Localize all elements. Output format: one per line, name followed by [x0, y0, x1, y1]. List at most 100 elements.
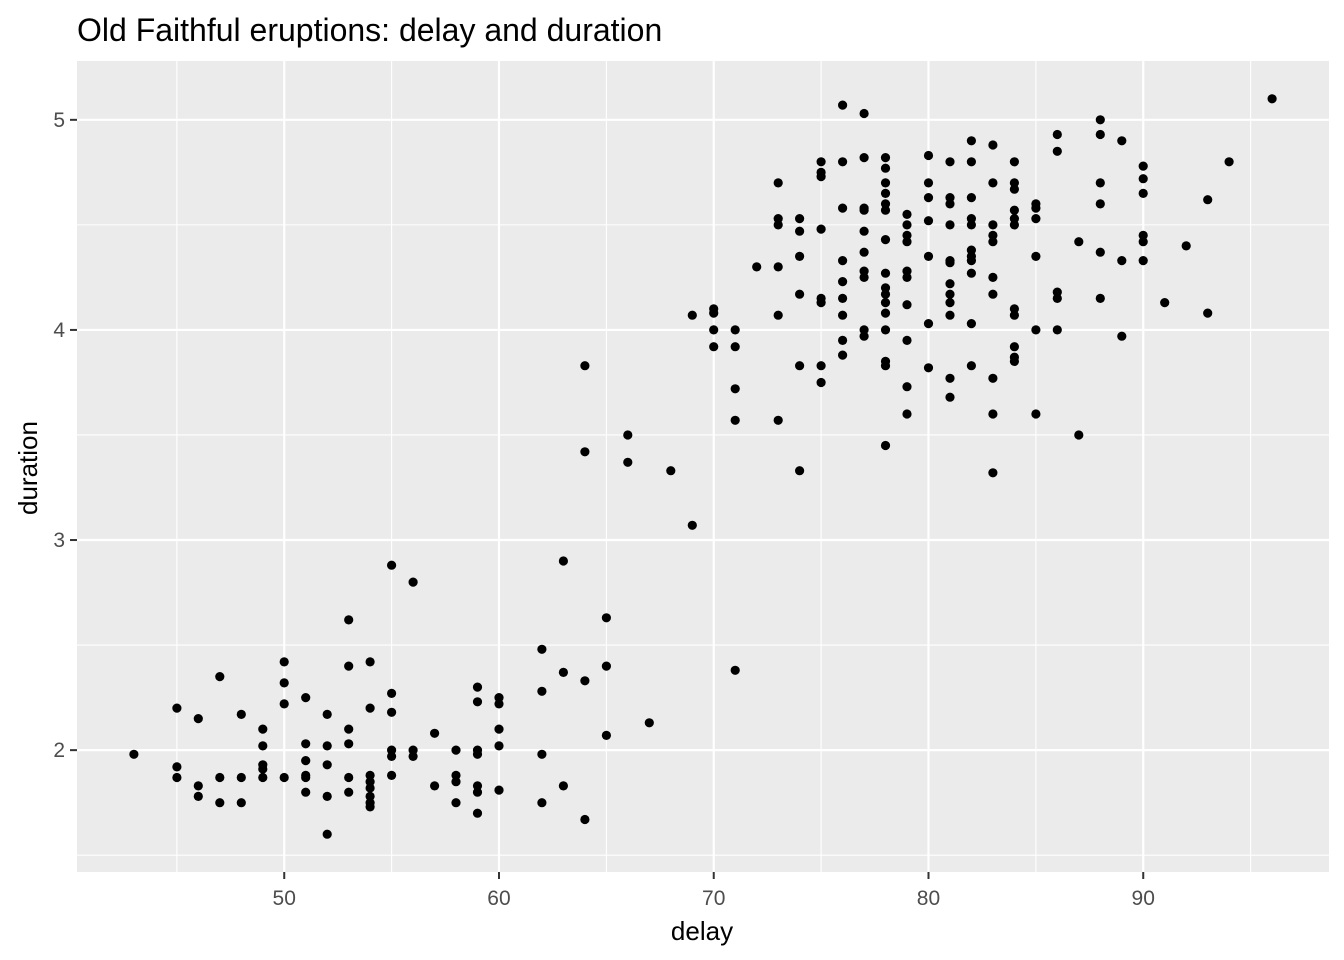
data-point — [1117, 256, 1127, 266]
data-point — [880, 153, 891, 163]
data-point — [945, 220, 955, 230]
data-point — [988, 289, 998, 299]
data-point — [472, 749, 483, 759]
x-tick-label: 60 — [487, 887, 510, 910]
data-point — [451, 770, 461, 781]
data-point — [816, 224, 826, 234]
data-point — [387, 688, 397, 699]
data-point — [923, 363, 934, 373]
data-point — [1138, 256, 1148, 266]
data-point — [902, 272, 912, 282]
data-point — [945, 193, 955, 203]
data-point — [387, 560, 397, 570]
data-point — [129, 749, 139, 759]
data-point — [880, 188, 891, 198]
data-point — [258, 764, 268, 774]
data-point — [580, 814, 590, 825]
data-point — [644, 718, 654, 728]
data-point — [279, 657, 289, 667]
data-point — [752, 262, 762, 272]
data-point — [322, 829, 332, 839]
data-point — [795, 214, 805, 224]
data-point — [687, 520, 697, 530]
data-point — [902, 335, 912, 345]
data-point — [902, 266, 912, 276]
data-point — [623, 457, 633, 467]
data-point — [838, 203, 848, 213]
data-point — [215, 772, 225, 783]
data-point — [709, 308, 719, 318]
data-point — [1052, 287, 1062, 297]
data-point — [666, 466, 676, 476]
data-point — [601, 661, 612, 671]
y-tick-label: 4 — [53, 319, 65, 342]
data-point — [1074, 237, 1084, 247]
x-tick-label: 80 — [917, 887, 940, 910]
data-point — [838, 335, 848, 345]
data-point — [472, 781, 483, 791]
x-tick-label: 90 — [1132, 887, 1155, 910]
data-point — [258, 741, 268, 751]
data-point — [923, 150, 934, 161]
data-point — [558, 556, 569, 566]
data-point — [365, 802, 375, 812]
data-point — [1074, 430, 1084, 440]
data-point — [880, 283, 891, 293]
data-point — [1203, 195, 1213, 205]
data-point — [838, 100, 848, 110]
data-point — [472, 787, 483, 797]
data-point — [1009, 157, 1020, 167]
data-point — [795, 251, 805, 261]
data-point — [172, 772, 182, 783]
data-point — [945, 157, 955, 167]
data-point — [773, 415, 783, 425]
chart-title: Old Faithful eruptions: delay and durati… — [77, 12, 662, 48]
data-point — [601, 730, 612, 741]
data-point — [1203, 308, 1213, 318]
data-point — [172, 703, 182, 713]
data-point — [1009, 205, 1020, 215]
data-point — [988, 178, 998, 188]
data-point — [795, 466, 805, 476]
data-point — [215, 798, 225, 808]
data-point — [1095, 247, 1105, 257]
data-point — [730, 415, 740, 425]
data-point — [859, 205, 869, 215]
data-point — [880, 163, 891, 173]
data-point — [730, 342, 740, 352]
data-point — [773, 178, 783, 188]
data-point — [1031, 214, 1041, 224]
data-point — [365, 791, 375, 802]
data-point — [301, 772, 311, 783]
data-point — [816, 377, 826, 388]
data-point — [580, 676, 590, 686]
minor-gridlines — [77, 61, 1329, 872]
data-point — [1031, 251, 1041, 261]
data-point — [558, 667, 569, 678]
data-point — [301, 787, 311, 797]
data-point — [451, 745, 461, 755]
data-point — [923, 178, 934, 188]
data-point — [387, 751, 397, 762]
data-point — [472, 682, 483, 692]
data-point — [859, 266, 869, 276]
data-point — [1052, 129, 1062, 140]
data-point — [258, 772, 268, 783]
data-point — [494, 724, 504, 734]
data-point — [966, 245, 977, 255]
data-point — [880, 325, 891, 335]
data-point — [966, 256, 977, 266]
data-point — [945, 392, 955, 402]
data-point — [1009, 310, 1020, 320]
data-point — [945, 258, 955, 268]
data-point — [430, 728, 440, 738]
data-point — [1138, 230, 1148, 240]
data-point — [988, 140, 998, 150]
data-point — [365, 770, 375, 781]
data-point — [451, 777, 461, 787]
data-point — [301, 756, 311, 766]
data-point — [859, 325, 869, 335]
data-point — [838, 293, 848, 303]
y-tick-label: 2 — [53, 739, 65, 762]
data-point — [773, 262, 783, 272]
